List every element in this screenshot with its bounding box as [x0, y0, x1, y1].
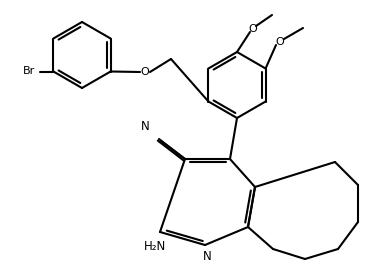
Text: O: O [141, 67, 149, 77]
Text: Br: Br [23, 66, 35, 76]
Text: O: O [249, 24, 258, 34]
Text: N: N [141, 120, 149, 134]
Text: O: O [276, 37, 284, 47]
Text: N: N [203, 250, 211, 263]
Text: H₂N: H₂N [144, 240, 166, 253]
